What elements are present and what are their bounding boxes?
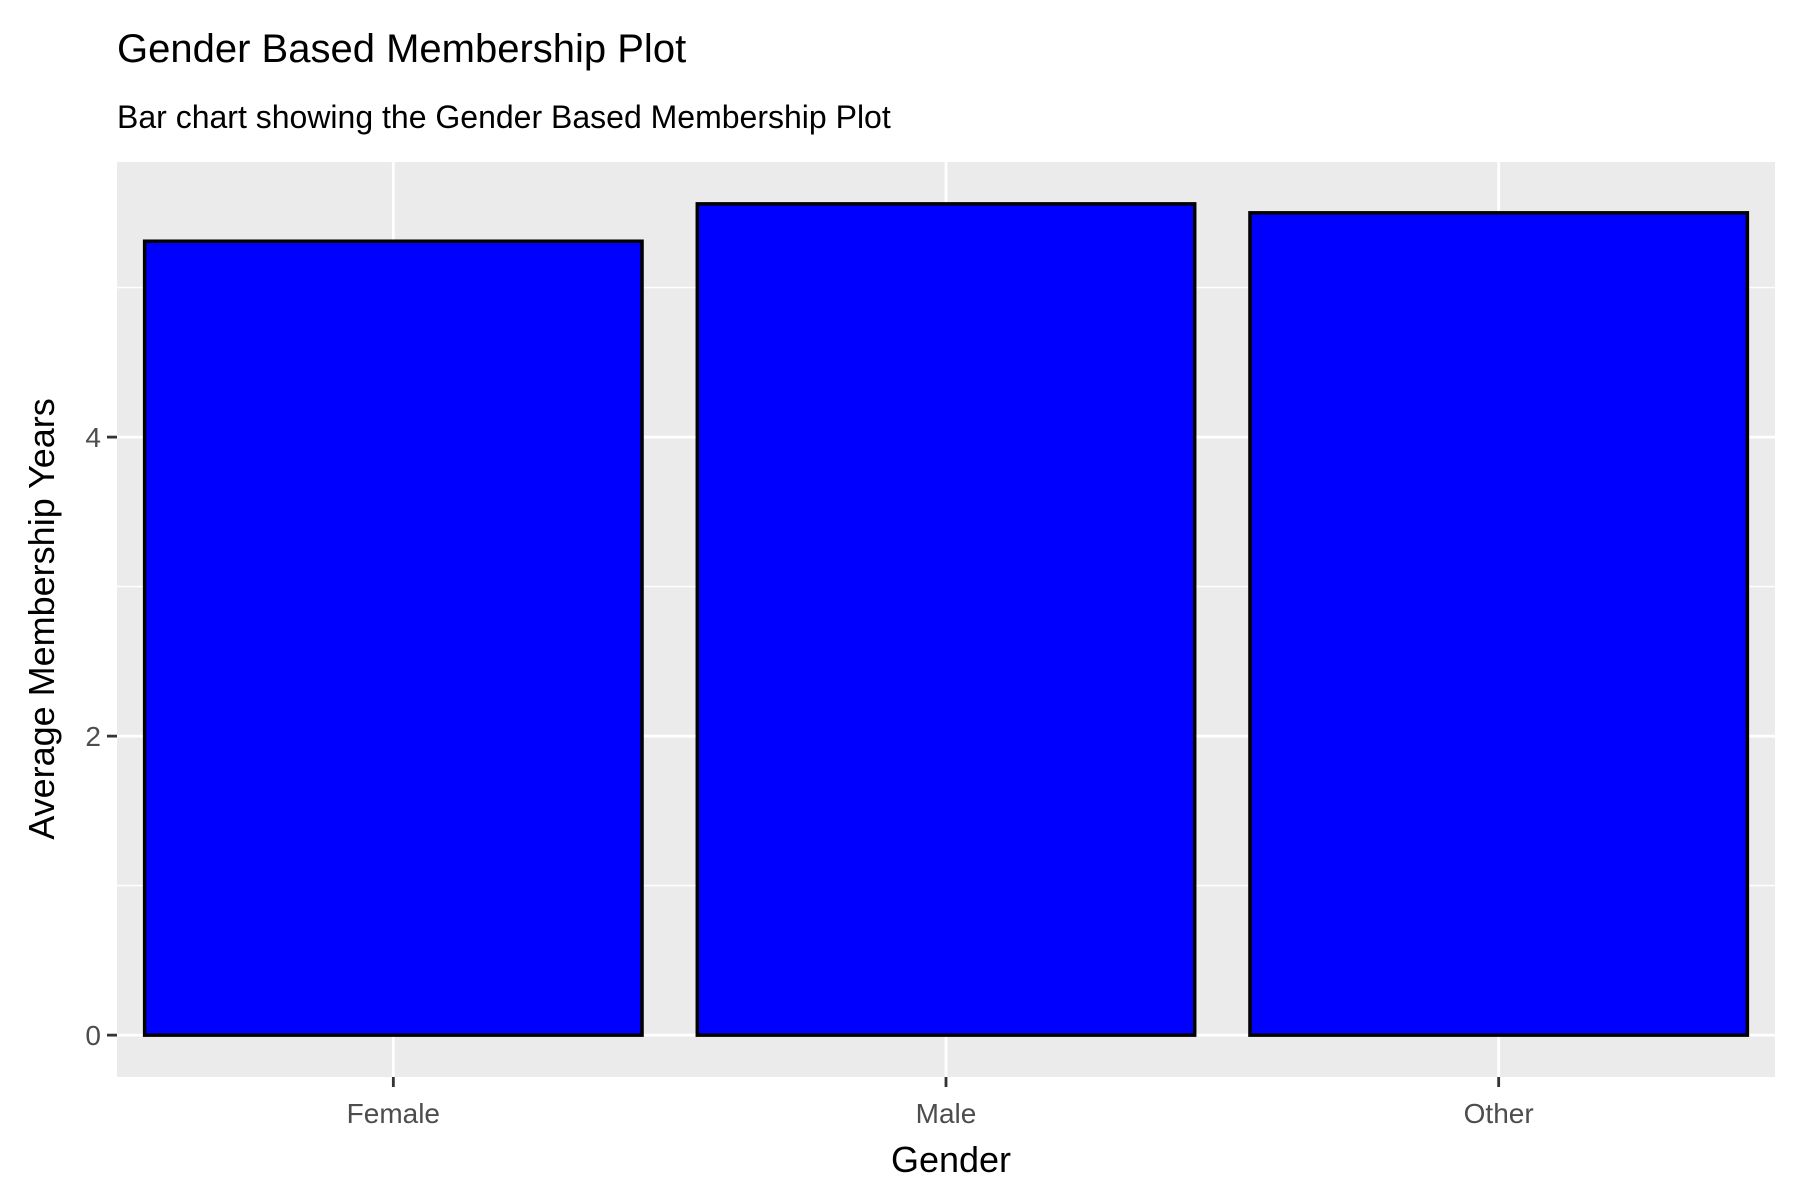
y-axis-title: Average Membership Years [21,398,62,840]
y-axis: 0 2 4 [85,422,117,1051]
bar-other [1248,211,1750,1037]
y-tick-label: 2 [85,721,101,752]
bars [142,202,1750,1037]
x-tick-label: Female [347,1098,440,1129]
x-tick-label: Other [1464,1098,1534,1129]
x-axis-title: Gender [891,1139,1011,1180]
chart-subtitle: Bar chart showing the Gender Based Membe… [117,99,891,135]
y-tick-label: 0 [85,1020,101,1051]
chart-title: Gender Based Membership Plot [117,27,686,71]
bar-male [695,202,1197,1037]
y-tick-label: 4 [85,422,101,453]
x-tick-label: Male [916,1098,977,1129]
bar-female [142,239,644,1037]
x-axis: Female Male Other [347,1077,1534,1129]
